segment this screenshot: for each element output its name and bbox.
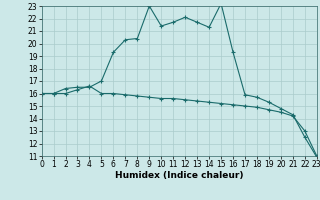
X-axis label: Humidex (Indice chaleur): Humidex (Indice chaleur): [115, 171, 244, 180]
